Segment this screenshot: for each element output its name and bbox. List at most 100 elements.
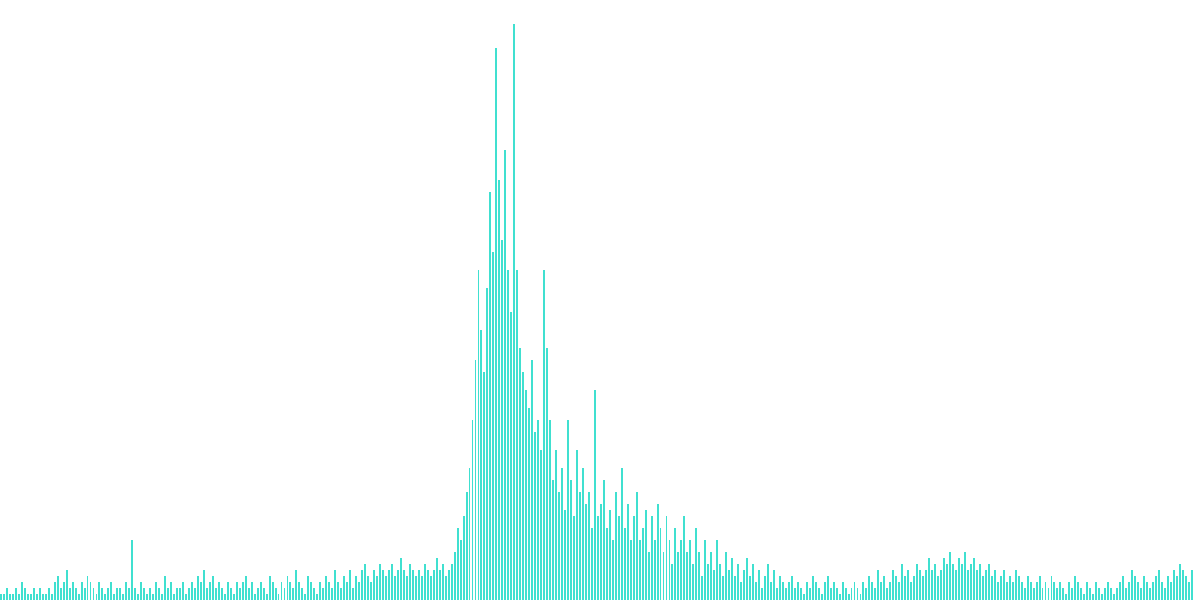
bar — [281, 582, 283, 600]
bar — [809, 588, 811, 600]
bar — [116, 588, 118, 600]
bar — [1027, 576, 1029, 600]
bar — [93, 588, 95, 600]
bar — [818, 588, 820, 600]
bar — [943, 558, 945, 600]
bar — [558, 492, 560, 600]
bar — [1191, 570, 1193, 600]
bar — [483, 372, 485, 600]
bar — [122, 594, 124, 600]
bar — [642, 528, 644, 600]
bar — [391, 564, 393, 600]
bar — [815, 582, 817, 600]
bar — [475, 360, 477, 600]
bar — [857, 588, 859, 600]
bar — [713, 570, 715, 600]
bar — [627, 504, 629, 600]
bar — [770, 582, 772, 600]
bar — [1143, 576, 1145, 600]
bar — [397, 570, 399, 600]
bar — [370, 582, 372, 600]
bar — [701, 576, 703, 600]
bar — [1000, 576, 1002, 600]
bar — [824, 582, 826, 600]
bar — [263, 588, 265, 600]
bar — [349, 570, 351, 600]
bar — [1104, 588, 1106, 600]
bar — [355, 576, 357, 600]
bar — [1134, 576, 1136, 600]
bar — [1003, 570, 1005, 600]
bar — [842, 582, 844, 600]
bar — [666, 516, 668, 600]
bar — [170, 582, 172, 600]
bar — [498, 180, 500, 600]
bar — [898, 582, 900, 600]
bar — [692, 564, 694, 600]
bar — [1042, 588, 1044, 600]
bar — [534, 432, 536, 600]
bar — [636, 492, 638, 600]
bar — [737, 564, 739, 600]
bar — [110, 582, 112, 600]
bar — [1185, 576, 1187, 600]
bar — [480, 330, 482, 600]
bar — [289, 582, 291, 600]
bar — [803, 594, 805, 600]
bar — [454, 552, 456, 600]
bar — [1119, 582, 1121, 600]
bar — [707, 564, 709, 600]
bar — [84, 588, 86, 600]
bar — [639, 540, 641, 600]
bar — [394, 576, 396, 600]
bar — [1015, 570, 1017, 600]
bar — [516, 270, 518, 600]
bar — [749, 576, 751, 600]
bar — [994, 570, 996, 600]
bar — [433, 570, 435, 600]
bar — [164, 576, 166, 600]
bar — [218, 582, 220, 600]
bar — [698, 552, 700, 600]
bar — [851, 588, 853, 600]
bar — [278, 594, 280, 600]
bar — [1062, 588, 1064, 600]
bar — [412, 570, 414, 600]
bar — [492, 252, 494, 600]
bar — [752, 564, 754, 600]
bar — [970, 564, 972, 600]
bar — [827, 576, 829, 600]
bar — [421, 576, 423, 600]
bar — [654, 540, 656, 600]
bar — [919, 570, 921, 600]
bar — [1086, 582, 1088, 600]
bar — [60, 588, 62, 600]
bar — [812, 576, 814, 600]
bar — [513, 24, 515, 600]
bar — [794, 588, 796, 600]
bar — [385, 576, 387, 600]
bar — [21, 582, 23, 600]
bar — [651, 516, 653, 600]
bar — [352, 588, 354, 600]
bar — [101, 588, 103, 600]
bar — [892, 570, 894, 600]
bar — [901, 564, 903, 600]
bar — [149, 588, 151, 600]
bar — [6, 588, 8, 600]
bar — [588, 492, 590, 600]
bar — [403, 570, 405, 600]
bar — [674, 528, 676, 600]
bar — [1056, 588, 1058, 600]
bar — [361, 570, 363, 600]
bar — [104, 594, 106, 600]
bar — [463, 516, 465, 600]
bar — [382, 570, 384, 600]
bar — [1089, 588, 1091, 600]
bar — [600, 504, 602, 600]
bar — [72, 582, 74, 600]
bar — [1018, 576, 1020, 600]
bar — [466, 492, 468, 600]
bar — [537, 420, 539, 600]
bar — [877, 570, 879, 600]
